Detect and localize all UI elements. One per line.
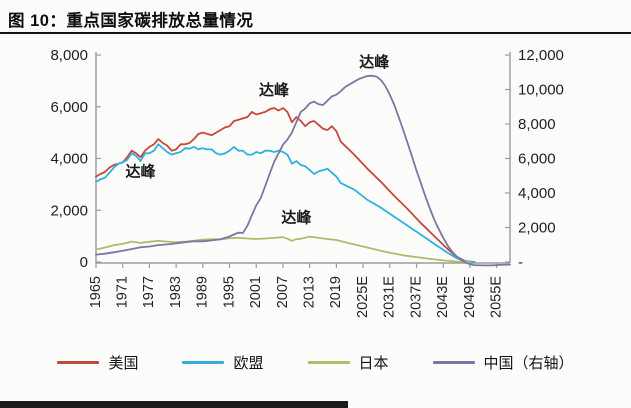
- peak-annotation: 达峰: [259, 81, 290, 99]
- chart-legend: 美国 欧盟 日本 中国（右轴）: [0, 352, 631, 373]
- legend-item: 美国: [57, 352, 138, 373]
- y-left-tick-label: 4,000: [50, 151, 88, 168]
- series-line-left: [95, 107, 476, 263]
- y-left-tick-label: 6,000: [50, 99, 88, 116]
- legend-item: 欧盟: [182, 352, 264, 373]
- peak-annotation: 达峰: [126, 163, 157, 181]
- x-tick-label: 2043E: [435, 276, 451, 318]
- y-right-tick-label: -: [518, 254, 523, 271]
- peak-annotation: 达峰: [359, 53, 390, 71]
- x-tick-label: 1977: [141, 276, 157, 308]
- legend-label: 中国（右轴）: [483, 355, 574, 372]
- x-tick-label: 2025E: [355, 276, 371, 318]
- x-tick-label: 2019: [328, 276, 344, 308]
- y-left-tick-label: 0: [80, 254, 88, 271]
- emissions-chart: 8,000 6,000 4,000 2,000 0 12,000 10,000 8,000 6,…: [0, 38, 631, 348]
- y-right-tick-label: 8,000: [518, 116, 556, 133]
- y-left-tick-label: 2,000: [50, 202, 88, 219]
- legend-swatch: [432, 361, 475, 364]
- series-line-left: [95, 235, 471, 263]
- legend-swatch: [307, 361, 350, 364]
- figure-title: 图 10：重点国家碳排放总量情况: [8, 12, 254, 30]
- peak-annotation: 达峰: [281, 209, 312, 227]
- legend-item: 中国（右轴）: [432, 352, 574, 373]
- y-right-tick-label: 6,000: [518, 151, 556, 168]
- y-right-tick-label: 10,000: [518, 82, 564, 99]
- y-right-tick-label: 12,000: [518, 47, 564, 64]
- footer-bar: [0, 401, 348, 408]
- legend-label: 日本: [358, 355, 389, 372]
- x-tick-label: 2055E: [488, 276, 504, 318]
- y-right-tick-label: 2,000: [518, 220, 556, 237]
- x-tick-label: 1995: [221, 276, 237, 308]
- series-line-left: [95, 143, 476, 263]
- x-tick-label: 1965: [88, 276, 104, 308]
- series-line-right: [95, 74, 511, 267]
- title-divider: [0, 32, 631, 34]
- x-tick-label: 1983: [168, 276, 184, 308]
- x-tick-label: 2001: [248, 276, 264, 308]
- legend-item: 日本: [307, 352, 389, 373]
- chart-canvas: 8,000 6,000 4,000 2,000 0 12,000 10,000 8,000 6,…: [50, 47, 564, 318]
- y-left-tick-label: 8,000: [50, 47, 88, 64]
- x-tick-label: 2007: [275, 276, 291, 308]
- legend-label: 欧盟: [233, 355, 264, 372]
- legend-swatch: [57, 361, 100, 364]
- x-tick-label: 2013: [302, 276, 318, 308]
- x-tick-label: 2031E: [382, 276, 398, 318]
- x-tick-label: 1989: [195, 276, 211, 308]
- x-tick-label: 1971: [115, 276, 131, 308]
- legend-label: 美国: [108, 355, 139, 372]
- legend-swatch: [182, 361, 225, 364]
- x-tick-label: 2037E: [408, 276, 424, 318]
- x-tick-label: 2049E: [462, 276, 478, 318]
- y-right-tick-label: 4,000: [518, 185, 556, 202]
